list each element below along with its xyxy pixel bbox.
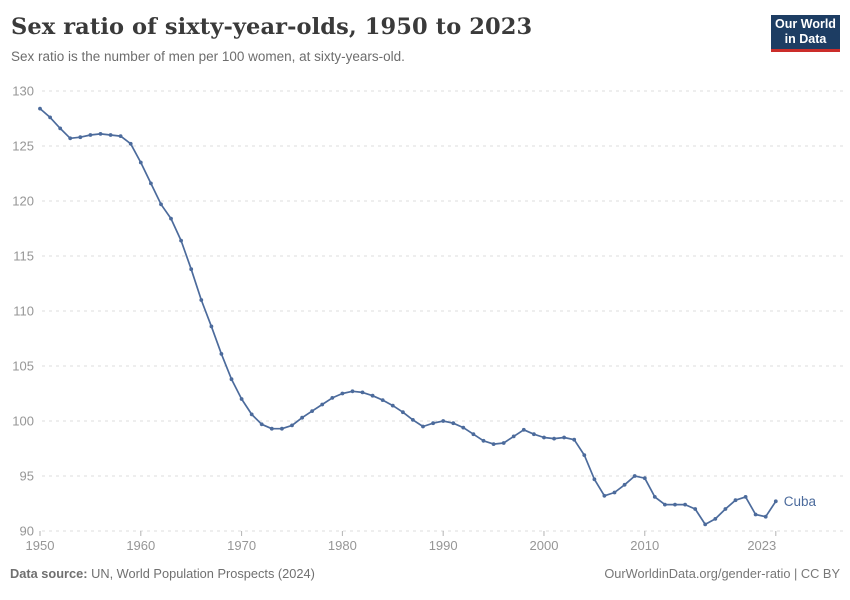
y-axis-labels: 90 95 100 105 110 115 120 125 130: [12, 84, 34, 539]
y-tick-label: 130: [12, 84, 34, 99]
y-tick-label: 120: [12, 194, 34, 209]
owid-citation-link[interactable]: OurWorldinData.org/gender-ratio | CC BY: [604, 566, 840, 581]
data-point-markers: [38, 106, 778, 527]
x-tick-label: 1950: [26, 538, 55, 553]
page-title: Sex ratio of sixty-year-olds, 1950 to 20…: [11, 14, 533, 40]
y-tick-label: 115: [13, 249, 34, 264]
x-tick-label: 2023: [747, 538, 776, 553]
owid-logo-line2: in Data: [784, 32, 827, 46]
data-source-text: UN, World Population Prospects (2024): [87, 566, 315, 581]
y-tick-label: 100: [12, 414, 34, 429]
x-tick-label: 1970: [227, 538, 256, 553]
owid-logo-line1: Our World: [775, 17, 836, 31]
x-axis: 1950 1960 1970 1980 1990 2000 2010 2023: [26, 531, 777, 553]
chart-header: Sex ratio of sixty-year-olds, 1950 to 20…: [11, 14, 761, 64]
y-tick-label: 90: [20, 524, 34, 539]
y-tick-label: 105: [12, 359, 34, 374]
y-tick-label: 125: [12, 139, 34, 154]
x-tick-label: 2010: [630, 538, 659, 553]
x-tick-label: 1980: [328, 538, 357, 553]
data-line-cuba: [39, 107, 777, 526]
x-tick-label: 1990: [429, 538, 458, 553]
y-tick-label: 95: [20, 469, 34, 484]
x-tick-label: 2000: [530, 538, 559, 553]
y-tick-label: 110: [13, 304, 34, 319]
x-tick-label: 1960: [126, 538, 155, 553]
owid-logo[interactable]: Our World in Data: [771, 15, 840, 52]
data-source-note: Data source: UN, World Population Prospe…: [10, 566, 315, 581]
gridlines: [42, 90, 843, 532]
entity-label-cuba: Cuba: [784, 494, 817, 509]
data-source-label: Data source:: [10, 566, 88, 581]
owid-logo-accent-bar: [771, 49, 840, 52]
chart-subtitle: Sex ratio is the number of men per 100 w…: [11, 49, 405, 64]
